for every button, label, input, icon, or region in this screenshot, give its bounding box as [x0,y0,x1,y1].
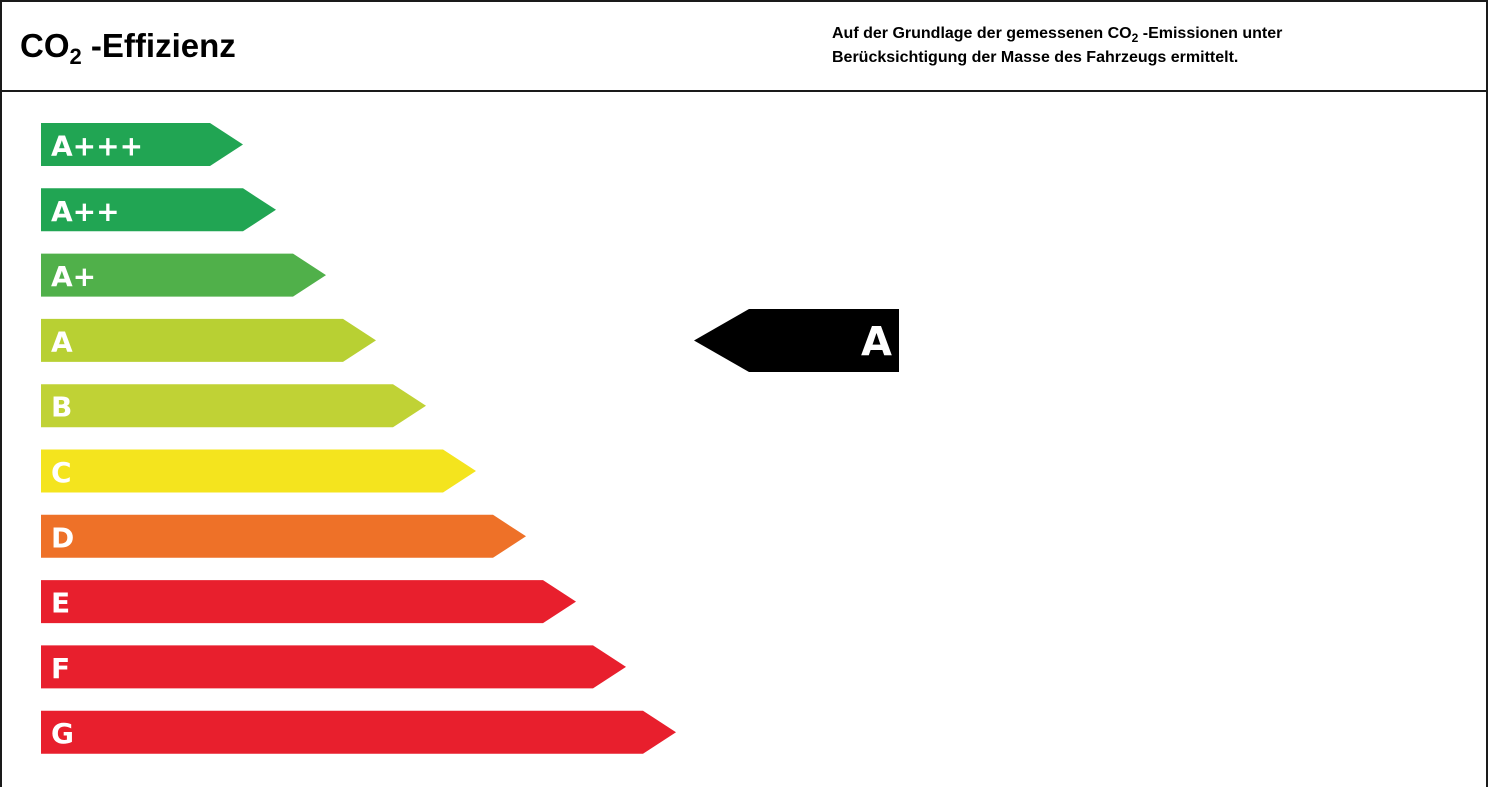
class-bar-label: C [51,456,72,489]
rating-pointer-shape [694,309,899,372]
class-bar-shape [41,253,326,297]
class-bar-shape [41,710,676,754]
class-bar-label: E [51,587,70,620]
class-bar-shape [41,449,476,493]
class-bar-label: G [51,717,74,750]
class-bar-shape [41,514,526,558]
class-bar-c: C [41,449,476,493]
class-bar-d: D [41,514,526,558]
class-bar-shape [41,123,243,166]
class-bar-label: F [51,652,70,685]
class-bar-a: A [41,318,376,362]
class-bar-aplusplus: A++ [41,188,276,232]
class-bar-b: B [41,384,426,428]
label-description: Auf der Grundlage der gemessenen CO2 -Em… [832,22,1282,70]
class-bar-shape [41,318,376,362]
class-bar-label: A+++ [51,130,143,163]
class-bar-label: A+ [51,260,96,293]
rating-pointer-label: A [861,320,892,366]
class-bar-shape [41,384,426,428]
description-line-2: Berücksichtigung der Masse des Fahrzeugs… [832,49,1239,66]
class-bar-label: B [51,391,72,424]
rating-pointer: A [694,309,899,372]
description-line-1: Auf der Grundlage der gemessenen CO2 -Em… [832,25,1283,45]
class-bar-label: D [51,521,74,554]
class-bar-shape [41,645,626,689]
class-bar-e: E [41,580,576,624]
class-bar-f: F [41,645,626,689]
label-header: CO2 -Effizienz Auf der Grundlage der gem… [2,2,1486,92]
class-bar-shape [41,188,276,232]
class-bar-g: G [41,710,676,754]
class-bar-label: A [51,325,73,358]
class-bar-aplusplusplus: A+++ [41,123,243,166]
class-bar-label: A++ [51,195,120,228]
label-title: CO2 -Effizienz [20,27,236,69]
class-bar-shape [41,580,576,624]
class-bar-aplus: A+ [41,253,326,297]
